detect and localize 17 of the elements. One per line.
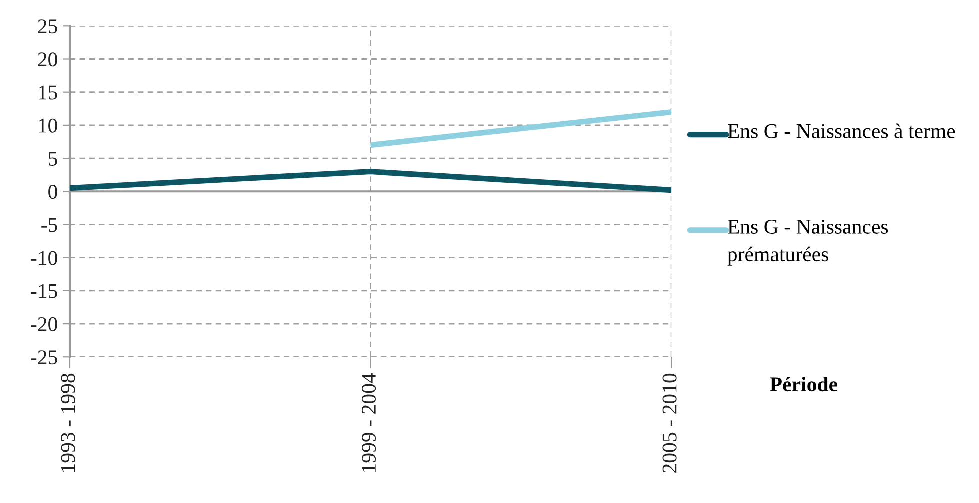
y-tick-label: 15 [39,86,58,100]
y-tick-label: 10 [39,118,58,133]
y-tick-label: -15 [31,284,58,298]
y-tick-label: 25 [38,20,58,34]
x-axis-title: Période [770,376,838,392]
x-tick-label: 1993 - 1998 [61,374,76,472]
y-tick-label: -10 [31,251,58,266]
y-tick-label: -25 [31,350,58,365]
y-tick-label: 5 [48,152,58,166]
legend-label: Ens G - Naissances à terme [728,124,956,138]
y-tick-label: 20 [38,52,58,67]
x-tick-label: 2005 - 2010 [662,374,677,473]
legend-label: Ens G - Naissances prématurées [728,220,888,266]
y-tick-label: -5 [42,218,58,232]
x-tick-label: 1999 - 2004 [362,373,376,472]
y-tick-label: 0 [48,185,58,200]
y-tick-label: -20 [31,317,58,332]
